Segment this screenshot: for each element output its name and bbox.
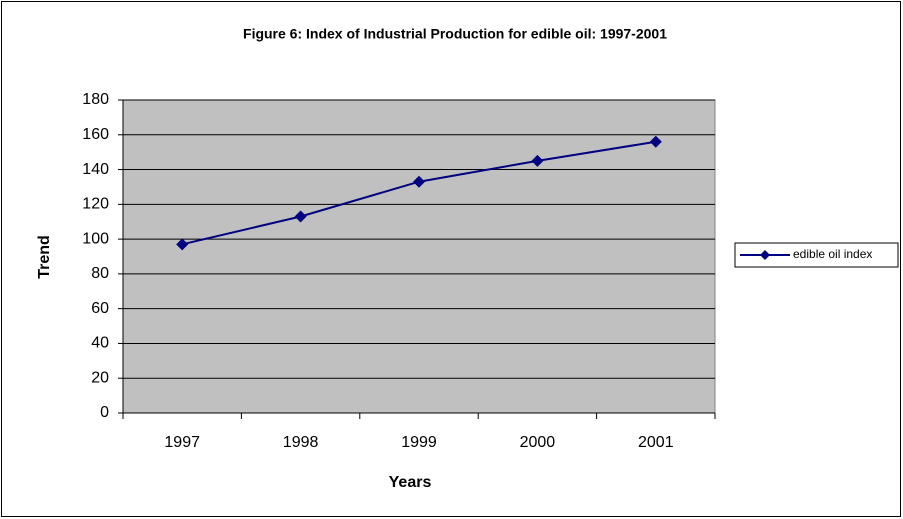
y-axis-label: Trend — [36, 235, 53, 279]
y-tick-label: 180 — [82, 91, 109, 108]
marker — [531, 154, 544, 167]
marker — [294, 210, 307, 223]
y-tick-label: 0 — [100, 404, 109, 421]
marker — [649, 135, 662, 148]
x-tick-label: 1998 — [283, 434, 319, 451]
legend-label: edible oil index — [793, 247, 872, 261]
legend-marker — [760, 250, 770, 260]
y-tick-label: 20 — [91, 369, 109, 386]
y-tick-label: 160 — [82, 126, 109, 143]
y-tick-label: 100 — [82, 230, 109, 247]
y-tick-label: 120 — [82, 196, 109, 213]
x-axis-label: Years — [389, 474, 432, 491]
y-tick-label: 40 — [91, 335, 109, 352]
x-tick-label: 1997 — [164, 434, 200, 451]
y-tick-label: 140 — [82, 161, 109, 178]
marker — [413, 175, 425, 188]
x-tick-label: 2001 — [638, 434, 674, 451]
y-tick-label: 60 — [91, 300, 109, 317]
x-tick-label: 1999 — [401, 434, 437, 451]
marker — [176, 238, 189, 251]
x-tick-label: 2000 — [520, 434, 556, 451]
plot-area — [122, 99, 716, 414]
y-tick-label: 80 — [91, 265, 109, 282]
chart-title: Figure 6: Index of Industrial Production… — [243, 26, 667, 42]
